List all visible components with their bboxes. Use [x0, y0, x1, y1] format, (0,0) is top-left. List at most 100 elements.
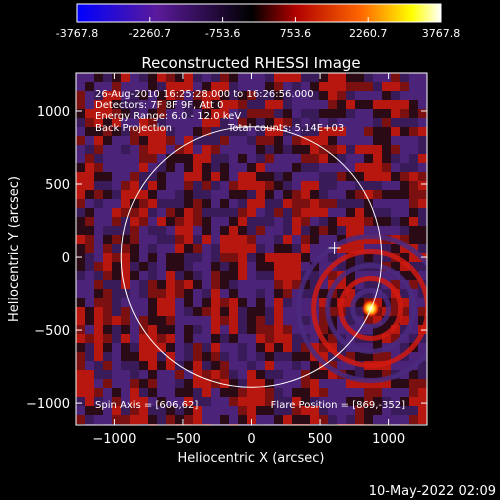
- heatmap-cell: [184, 361, 193, 370]
- heatmap-cell: [94, 343, 103, 352]
- heatmap-cell: [346, 82, 355, 91]
- heatmap-cell: [400, 91, 409, 100]
- heatmap-cell: [256, 73, 265, 82]
- heatmap-cell: [121, 136, 130, 145]
- heatmap-cell: [211, 181, 220, 190]
- heatmap-cell: [292, 271, 301, 280]
- heatmap-cell: [274, 190, 283, 199]
- heatmap-cell: [121, 307, 130, 316]
- heatmap-cell: [76, 154, 85, 163]
- heatmap-cell: [319, 145, 328, 154]
- heatmap-cell: [355, 298, 364, 307]
- heatmap-cell: [193, 244, 202, 253]
- heatmap-cell: [103, 226, 112, 235]
- heatmap-cell: [211, 163, 220, 172]
- heatmap-cell: [292, 262, 301, 271]
- heatmap-cell: [301, 145, 310, 154]
- heatmap-cell: [211, 73, 220, 82]
- heatmap-cell: [220, 316, 229, 325]
- heatmap-cell: [364, 73, 373, 82]
- heatmap-cell: [148, 190, 157, 199]
- heatmap-cell: [193, 199, 202, 208]
- heatmap-cell: [247, 334, 256, 343]
- heatmap-cell: [211, 379, 220, 388]
- heatmap-cell: [346, 73, 355, 82]
- heatmap-cell: [85, 415, 94, 424]
- heatmap-cell: [256, 379, 265, 388]
- heatmap-cell: [409, 181, 418, 190]
- heatmap-cell: [364, 136, 373, 145]
- heatmap-cell: [256, 370, 265, 379]
- heatmap-cell: [301, 226, 310, 235]
- heatmap-cell: [220, 388, 229, 397]
- heatmap-cell: [337, 406, 346, 415]
- heatmap-cell: [193, 100, 202, 109]
- annotation-method: Back Projection: [95, 123, 172, 134]
- heatmap-cell: [85, 190, 94, 199]
- heatmap-cell: [175, 190, 184, 199]
- heatmap-cell: [139, 415, 148, 424]
- heatmap-cell: [202, 73, 211, 82]
- heatmap-cell: [193, 388, 202, 397]
- heatmap-cell: [238, 217, 247, 226]
- heatmap-cell: [148, 289, 157, 298]
- heatmap-cell: [157, 82, 166, 91]
- heatmap-cell: [229, 163, 238, 172]
- heatmap-cell: [166, 181, 175, 190]
- heatmap-cell: [103, 172, 112, 181]
- heatmap-cell: [220, 82, 229, 91]
- heatmap-cell: [355, 226, 364, 235]
- heatmap-cell: [328, 100, 337, 109]
- heatmap-cell: [130, 271, 139, 280]
- heatmap-cell: [112, 208, 121, 217]
- heatmap-cell: [265, 379, 274, 388]
- heatmap-cell: [103, 316, 112, 325]
- heatmap-cell: [130, 307, 139, 316]
- heatmap-cell: [247, 244, 256, 253]
- heatmap-cell: [355, 406, 364, 415]
- spin-axis-marker: [328, 241, 341, 254]
- heatmap-cell: [292, 370, 301, 379]
- heatmap-cell: [148, 271, 157, 280]
- heatmap-cell: [112, 181, 121, 190]
- heatmap-cell: [211, 352, 220, 361]
- heatmap-cell: [85, 280, 94, 289]
- heatmap-cell: [382, 253, 391, 262]
- heatmap-cell: [166, 289, 175, 298]
- heatmap-cell: [112, 325, 121, 334]
- heatmap-cell: [166, 136, 175, 145]
- heatmap-cell: [265, 73, 274, 82]
- heatmap-cell: [148, 199, 157, 208]
- heatmap-cell: [229, 406, 238, 415]
- heatmap-cell: [184, 100, 193, 109]
- heatmap-cell: [418, 271, 427, 280]
- heatmap-cell: [265, 118, 274, 127]
- heatmap-cell: [76, 208, 85, 217]
- heatmap-cell: [400, 82, 409, 91]
- heatmap-cell: [202, 415, 211, 424]
- heatmap-cell: [121, 154, 130, 163]
- heatmap-cell: [121, 235, 130, 244]
- heatmap-cell: [148, 406, 157, 415]
- heatmap-cell: [328, 298, 337, 307]
- heatmap-cell: [247, 307, 256, 316]
- heatmap-cell: [184, 145, 193, 154]
- heatmap-cell: [175, 154, 184, 163]
- heatmap-cell: [400, 190, 409, 199]
- heatmap-cell: [274, 91, 283, 100]
- heatmap-cell: [238, 235, 247, 244]
- heatmap-cell: [328, 181, 337, 190]
- heatmap-cell: [238, 343, 247, 352]
- heatmap-cell: [373, 172, 382, 181]
- heatmap-cell: [175, 73, 184, 82]
- heatmap-cell: [238, 118, 247, 127]
- heatmap-cell: [319, 388, 328, 397]
- heatmap-cell: [130, 343, 139, 352]
- heatmap-cell: [418, 235, 427, 244]
- heatmap-cell: [220, 109, 229, 118]
- heatmap-cell: [310, 109, 319, 118]
- heatmap-cell: [103, 109, 112, 118]
- annotation-total-counts: Total counts: 5.14E+03: [227, 123, 344, 134]
- heatmap-cell: [391, 298, 400, 307]
- heatmap-cell: [211, 415, 220, 424]
